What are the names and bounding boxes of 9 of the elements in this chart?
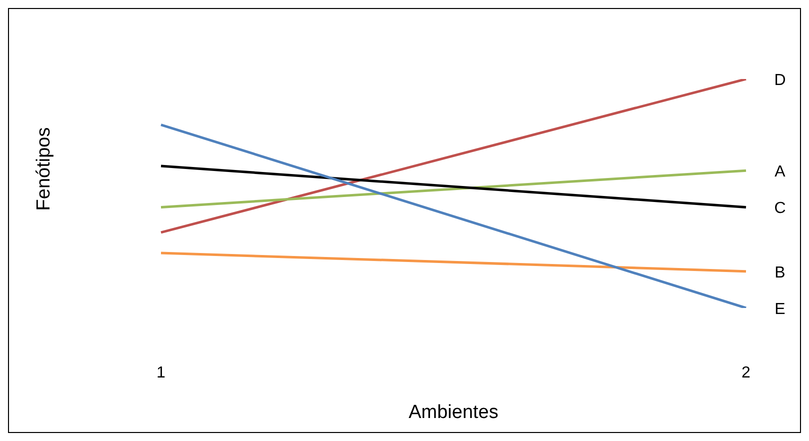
series-label: A	[774, 164, 786, 181]
x-tick-label: 1	[156, 364, 166, 382]
x-axis-title: Ambientes	[408, 402, 498, 423]
y-axis-title: Fenótipos	[34, 127, 54, 211]
x-tick-label: 2	[742, 364, 751, 382]
series-label: D	[774, 72, 786, 89]
series-label: B	[774, 264, 786, 282]
series-label: C	[774, 200, 786, 218]
series-label: E	[774, 301, 786, 318]
